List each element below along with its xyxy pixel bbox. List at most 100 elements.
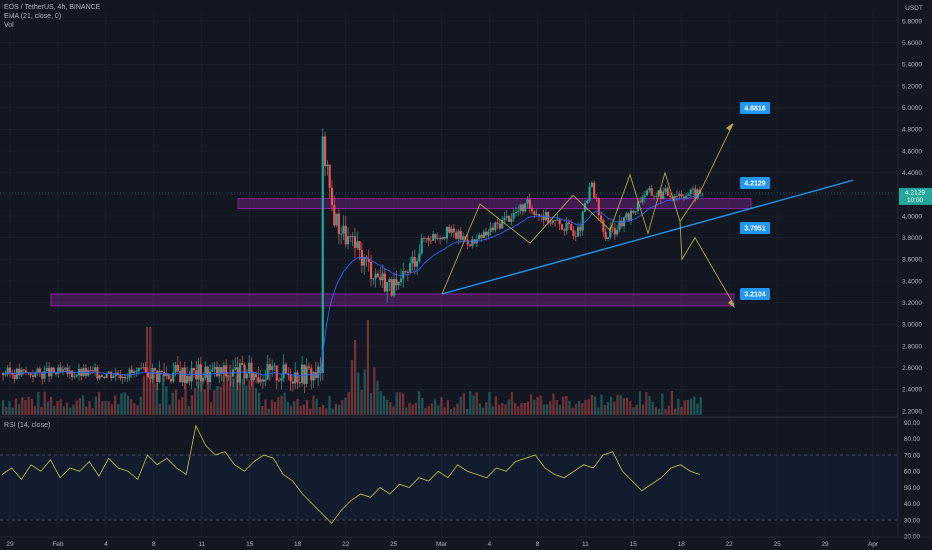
candle-body [137, 367, 140, 372]
volume-bar [501, 403, 504, 415]
price-callout-box [740, 102, 770, 114]
symbol-label[interactable]: EOS / TetherUS, 4h, BINANCE [4, 4, 101, 11]
volume-bar [318, 407, 321, 415]
volume-bar [654, 407, 657, 415]
candle-body [91, 370, 94, 371]
volume-bar [331, 408, 334, 415]
price-unit-label: USDT [905, 5, 923, 12]
candle-body [542, 215, 545, 221]
support-resistance-zone [237, 198, 752, 209]
candle-body [328, 164, 331, 188]
volume-bar [267, 408, 270, 415]
volume-bar [488, 391, 491, 415]
volume-bar [574, 403, 577, 415]
candle-body [611, 227, 614, 229]
volume-bar [290, 405, 293, 415]
price-tick-label: 3.6000 [902, 257, 922, 264]
volume-bar [405, 407, 408, 415]
candle-body [215, 366, 219, 377]
candle-body [652, 195, 656, 197]
candle-body [52, 367, 55, 373]
ascending-trendline [441, 179, 854, 295]
volume-bar [661, 393, 664, 415]
candle-body [243, 364, 246, 379]
volume-bar [562, 396, 565, 415]
candle-body [383, 273, 386, 292]
candle-body [174, 364, 177, 373]
volume-bar [312, 395, 315, 415]
candle-body [510, 218, 513, 222]
candle-body [443, 237, 446, 239]
date-tick-label: 11 [582, 541, 589, 548]
candle-body [526, 199, 529, 204]
candle-body [100, 375, 104, 377]
volume-bar [491, 406, 494, 415]
volume-bar [328, 395, 331, 415]
candle-body [363, 257, 366, 266]
candle-body [140, 367, 143, 369]
volume-bar [680, 406, 683, 415]
rsi-tick-label: 40.00 [904, 501, 921, 508]
price-callout-box [740, 222, 770, 234]
candle-body [554, 220, 557, 222]
volume-bar [30, 398, 33, 415]
volume-bar [683, 400, 686, 415]
volume-bar [507, 399, 510, 415]
volume-bar [43, 391, 46, 415]
volume-bar [347, 391, 350, 415]
candle-body [409, 263, 412, 273]
candle-body [533, 211, 536, 215]
candle-body [142, 367, 145, 369]
candle-body [685, 195, 688, 199]
volume-bar [530, 394, 533, 415]
candle-body [71, 370, 74, 378]
candle-body [15, 368, 18, 379]
volume-bar [344, 397, 347, 415]
volume-bar [82, 395, 85, 415]
candle-body [641, 197, 644, 203]
volume-bar [94, 396, 97, 415]
candle-body [289, 375, 292, 382]
candle-body [303, 364, 306, 384]
candle-body [149, 377, 152, 379]
candle-body [531, 208, 534, 212]
candle-body [413, 257, 416, 267]
volume-bar [421, 397, 424, 415]
candle-body [439, 238, 442, 240]
volume-bar [450, 408, 453, 415]
support-resistance-zone [50, 293, 735, 307]
candle-body [586, 200, 589, 204]
ema-label[interactable]: EMA (21, close, 0) [4, 13, 62, 20]
candle-body [606, 237, 610, 239]
candle-body [236, 367, 239, 383]
candle-body [234, 367, 237, 370]
volume-bar [424, 408, 427, 415]
date-tick-label: 25 [773, 541, 781, 548]
candle-body [298, 382, 301, 384]
candle-body [192, 367, 196, 371]
candle-body [411, 257, 414, 264]
volume-bar [603, 404, 606, 415]
candle-body [646, 190, 649, 196]
candle-body [273, 365, 276, 367]
volume-bar [581, 403, 584, 415]
candle-body [259, 379, 262, 383]
candle-body [222, 365, 225, 374]
candle-body [512, 213, 515, 219]
candle-body [563, 229, 566, 231]
rsi-legend-label[interactable]: RSI (14, close) [4, 422, 51, 429]
volume-bar [242, 378, 245, 415]
volume-bar [158, 403, 161, 415]
volume-bar [446, 400, 449, 415]
candle-body [675, 195, 679, 197]
candle-body [425, 237, 428, 239]
candle-body [344, 225, 347, 245]
candle-body [514, 212, 518, 214]
vol-label[interactable]: Vol [4, 22, 14, 29]
candle-body [144, 367, 147, 372]
candle-body [4, 374, 7, 376]
volume-bar [418, 391, 421, 415]
volume-bar [626, 397, 629, 415]
price-axis-panel [898, 0, 932, 550]
